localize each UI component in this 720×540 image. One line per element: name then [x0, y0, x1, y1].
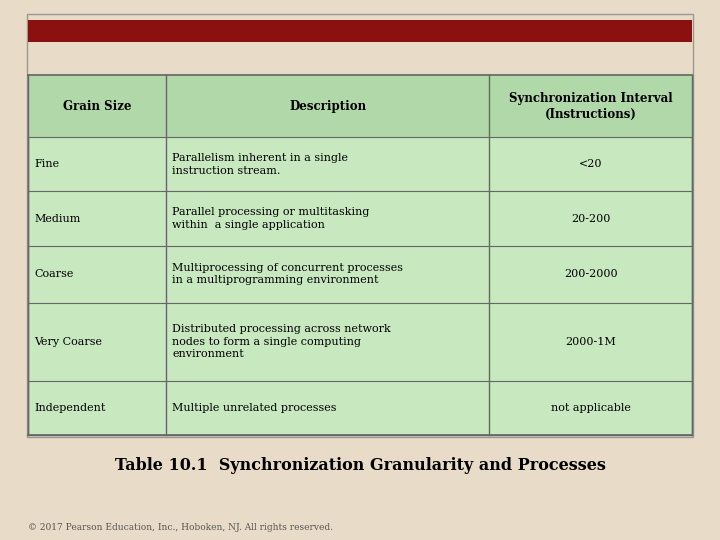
Text: Very Coarse: Very Coarse — [34, 337, 102, 347]
Bar — [28, 75, 692, 137]
Text: Synchronization Interval
(Instructions): Synchronization Interval (Instructions) — [509, 92, 672, 120]
Text: Description: Description — [289, 99, 366, 112]
Text: Distributed processing across network
nodes to form a single computing
environme: Distributed processing across network no… — [172, 325, 391, 359]
Text: 2000-1M: 2000-1M — [565, 337, 616, 347]
Text: Parallel processing or multitasking
within  a single application: Parallel processing or multitasking with… — [172, 207, 369, 230]
Bar — [28, 75, 692, 435]
Text: Medium: Medium — [34, 214, 81, 224]
Text: <20: <20 — [579, 159, 603, 170]
Text: Coarse: Coarse — [34, 269, 73, 279]
Text: Multiprocessing of concurrent processes
in a multiprogramming environment: Multiprocessing of concurrent processes … — [172, 263, 403, 286]
Text: Independent: Independent — [34, 403, 105, 413]
Text: Fine: Fine — [34, 159, 59, 170]
Text: Table 10.1  Synchronization Granularity and Processes: Table 10.1 Synchronization Granularity a… — [114, 456, 606, 474]
Text: Parallelism inherent in a single
instruction stream.: Parallelism inherent in a single instruc… — [172, 153, 348, 176]
Bar — [28, 20, 692, 42]
Text: 20-200: 20-200 — [571, 214, 611, 224]
Text: 200-2000: 200-2000 — [564, 269, 618, 279]
Bar — [27, 14, 693, 437]
Text: © 2017 Pearson Education, Inc., Hoboken, NJ. All rights reserved.: © 2017 Pearson Education, Inc., Hoboken,… — [28, 523, 333, 531]
Text: not applicable: not applicable — [551, 403, 631, 413]
Text: Multiple unrelated processes: Multiple unrelated processes — [172, 403, 337, 413]
Text: Grain Size: Grain Size — [63, 99, 131, 112]
